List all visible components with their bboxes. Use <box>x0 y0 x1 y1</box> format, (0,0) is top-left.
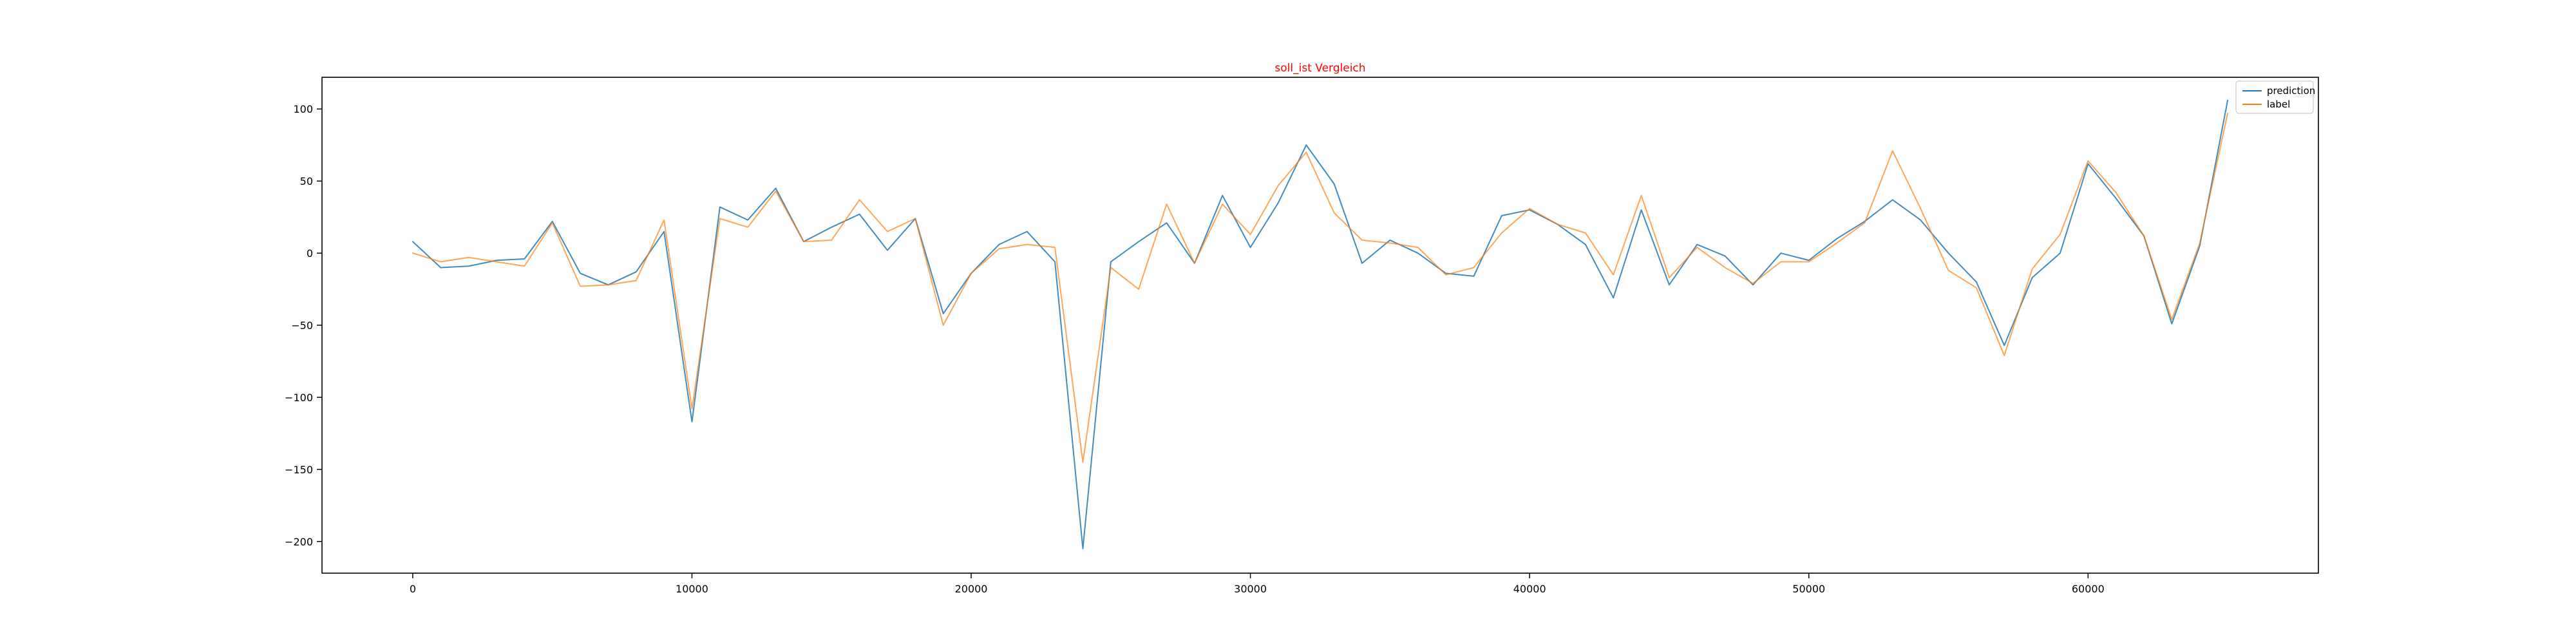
series-line-label <box>412 112 2229 463</box>
y-tick-label: −100 <box>285 392 313 404</box>
y-tick-label: 100 <box>293 103 313 115</box>
x-tick-label: 50000 <box>1792 583 1825 595</box>
y-tick-label: 50 <box>300 175 313 187</box>
y-tick-label: −200 <box>285 536 313 548</box>
x-tick-label: 60000 <box>2072 583 2105 595</box>
y-tick-label: −50 <box>291 319 313 332</box>
legend-label: prediction <box>2267 85 2315 97</box>
plot-area: 0 10000 20000 30000 40000 50000 60000 −200 −150 −… <box>285 77 2319 595</box>
legend: prediction label <box>2235 80 2315 114</box>
chart-title: soll_ist Vergleich <box>1274 62 1365 75</box>
y-tick-label: 0 <box>307 247 313 260</box>
legend-label: label <box>2267 99 2290 110</box>
legend-box <box>2235 80 2314 114</box>
series-line-prediction <box>412 99 2229 549</box>
x-tick-label: 40000 <box>1513 583 1546 595</box>
x-tick-label: 10000 <box>676 583 708 595</box>
y-tick-label: −150 <box>285 464 313 476</box>
x-tick-label: 30000 <box>1234 583 1267 595</box>
x-tick-label: 0 <box>410 583 416 595</box>
x-tick-label: 20000 <box>955 583 988 595</box>
